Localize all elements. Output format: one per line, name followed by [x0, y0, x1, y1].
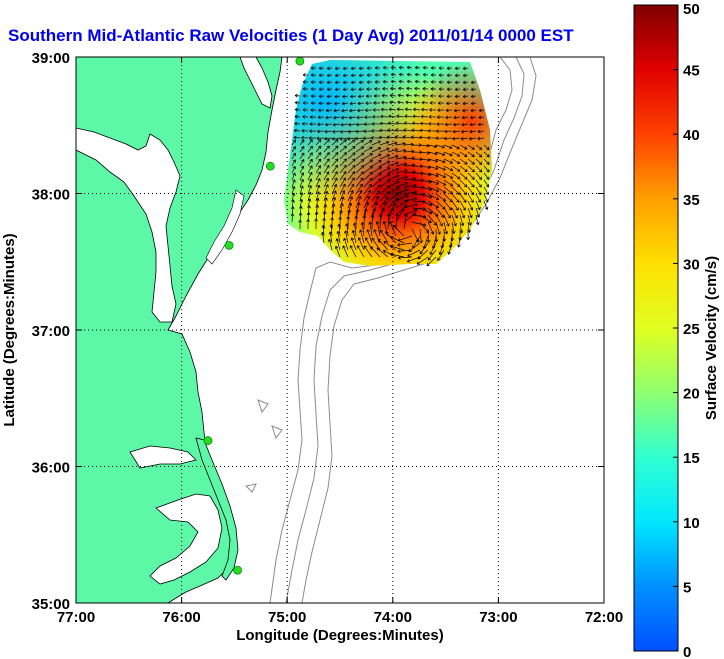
- colorbar-tick-label: 0: [683, 644, 691, 659]
- land-mass: [76, 57, 283, 603]
- colorbar-tick-label: 20: [683, 386, 700, 403]
- x-tick-label: 72:00: [585, 609, 623, 626]
- y-tick-label: 37:00: [32, 323, 70, 340]
- y-tick-label: 39:00: [32, 50, 70, 67]
- radar-station-marker: [224, 240, 234, 250]
- colorbar-tick-label: 15: [683, 450, 700, 467]
- y-tick-label: 36:00: [32, 460, 70, 477]
- albemarle-sound: [129, 445, 197, 469]
- isobaths: [244, 57, 537, 603]
- eastern-shore-lagoon: [205, 189, 245, 265]
- y-axis-label: Latitude (Degrees:Minutes): [1, 233, 18, 426]
- chart-title: Southern Mid-Atlantic Raw Velocities (1 …: [8, 26, 574, 45]
- y-tick-label: 35:00: [32, 596, 70, 613]
- x-axis-ticks: 77:00 76:00 75:00 74:00 73:00 72:00: [57, 57, 623, 626]
- velocity-field: [284, 60, 492, 267]
- colorbar-tick-label: 35: [683, 192, 700, 209]
- colorbar-tick-label: 5: [683, 579, 691, 596]
- grid-lines: [76, 57, 604, 603]
- x-tick-label: 73:00: [479, 609, 517, 626]
- x-tick-label: 74:00: [374, 609, 412, 626]
- colorbar-tick-label: 10: [683, 515, 700, 532]
- radar-station-marker: [203, 436, 213, 445]
- colorbar-tick-label: 30: [683, 256, 700, 273]
- colorbar-label: Surface Velocity (cm/s): [703, 256, 720, 420]
- radar-station-marker: [295, 57, 305, 66]
- colorbar-tick-label: 40: [683, 127, 700, 144]
- radar-stations: [203, 57, 305, 575]
- colorbar-tick-label: 25: [683, 321, 700, 338]
- delaware-bay: [239, 57, 273, 109]
- velocity-arrows: [290, 65, 490, 267]
- colorbar-tick-label: 45: [683, 63, 700, 80]
- pamlico-sound: [149, 493, 223, 585]
- y-axis-ticks: 39:00 38:00 37:00 36:00 35:00: [32, 50, 604, 613]
- radar-station-marker: [233, 565, 242, 575]
- x-tick-label: 76:00: [162, 609, 200, 626]
- colorbar: [633, 4, 679, 652]
- outer-banks: [195, 437, 239, 581]
- y-tick-label: 38:00: [32, 187, 70, 204]
- colorbar-tick-label: 50: [683, 1, 700, 18]
- x-tick-label: 77:00: [57, 609, 95, 626]
- x-axis-label: Longitude (Degrees:Minutes): [236, 627, 444, 644]
- chesapeake-bay: [76, 127, 181, 323]
- x-tick-label: 75:00: [268, 609, 306, 626]
- radar-station-marker: [265, 161, 275, 171]
- colorbar-ticks: 0 5 10 15 20 25 30 35 40 45 50: [673, 1, 700, 659]
